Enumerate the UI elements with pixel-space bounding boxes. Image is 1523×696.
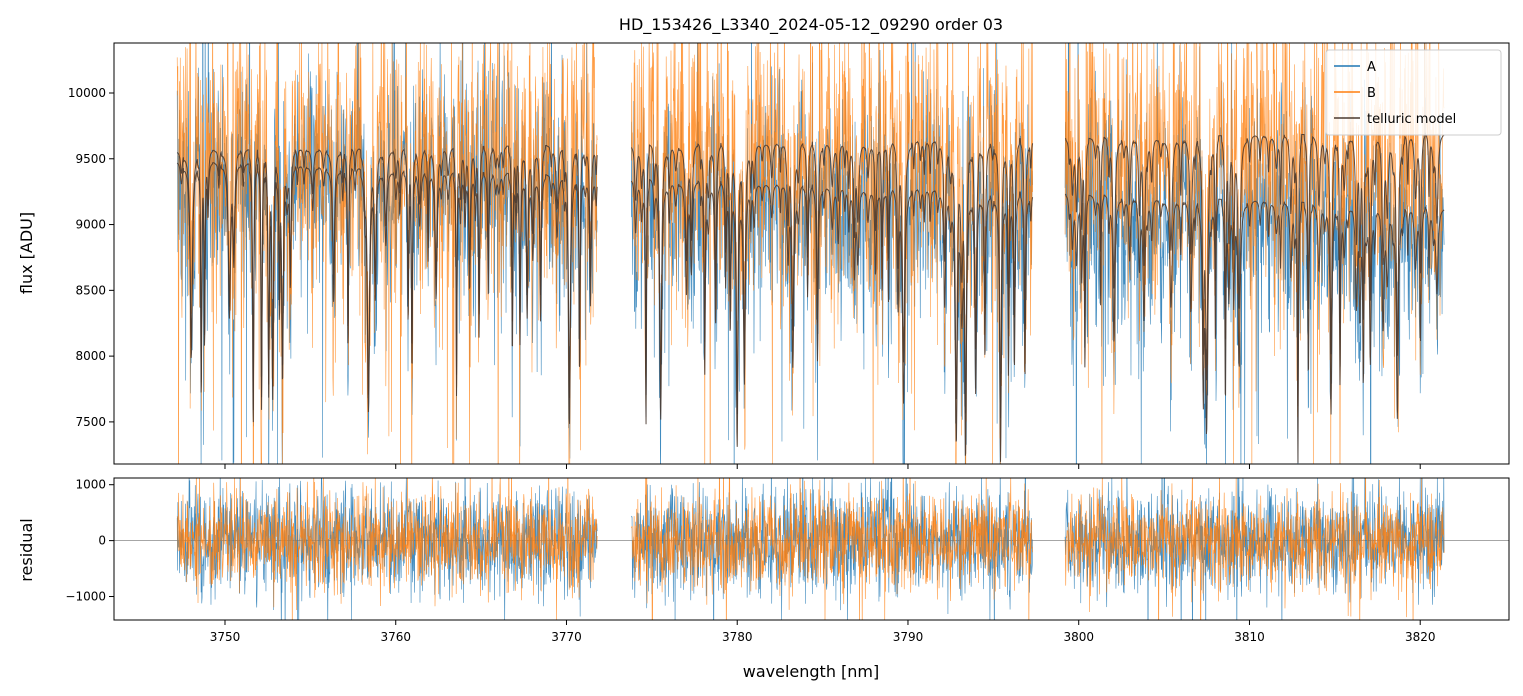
residual-a-line: [1064, 478, 1445, 620]
flux-x-ticks: [224, 464, 1421, 469]
legend-label-a: A: [1367, 60, 1376, 75]
residual-b-line: [631, 478, 1033, 620]
flux-y-tick-label: 8000: [75, 349, 106, 363]
x-tick-label: 3820: [1405, 630, 1436, 644]
telluric-model-b-line: [176, 145, 598, 410]
x-tick-label: 3750: [210, 630, 241, 644]
series-a-line: [176, 43, 598, 464]
x-tick-label: 3790: [893, 630, 924, 644]
flux-panel: 7500 8000 8500 9000 9500 10000 flux [ADU] A B…: [17, 42, 1510, 469]
telluric-model-a-line: [1064, 193, 1445, 463]
x-tick-label: 3800: [1063, 630, 1094, 644]
residual-y-tick-label: −1000: [65, 590, 106, 604]
telluric-model-b-line: [630, 138, 1034, 419]
flux-y-tick-label: 7500: [75, 415, 106, 429]
residual-a-line: [176, 478, 598, 620]
flux-axes-frame: [113, 42, 1510, 465]
telluric-model-b-line: [1064, 132, 1445, 407]
x-tick-label: 3760: [380, 630, 411, 644]
legend: A B telluric model: [1325, 49, 1502, 136]
plot-title: HD_153426_L3340_2024-05-12_09290 order 0…: [619, 15, 1003, 35]
residual-plot-area: [114, 478, 1509, 620]
telluric-model-a-line: [630, 178, 1034, 462]
residual-y-ticks: −1000 0 1000: [65, 478, 114, 604]
flux-y-tick-label: 10000: [68, 86, 106, 100]
legend-box: [1325, 49, 1502, 136]
residual-y-tick-label: 1000: [75, 478, 106, 492]
flux-y-tick-label: 9500: [75, 152, 106, 166]
x-tick-label: 3770: [551, 630, 582, 644]
residual-b-line: [176, 478, 598, 620]
residual-y-axis-label: residual: [17, 518, 36, 581]
flux-y-ticks: 7500 8000 8500 9000 9500 10000: [68, 86, 114, 429]
residual-axes-frame: [113, 477, 1510, 621]
x-tick-label: 3780: [722, 630, 753, 644]
residual-b-line: [1064, 478, 1445, 620]
telluric-model-a-line: [176, 162, 598, 424]
x-axis-label: wavelength [nm]: [743, 662, 880, 681]
residual-y-tick-label: 0: [98, 534, 106, 548]
legend-label-b: B: [1367, 86, 1376, 101]
x-tick-label: 3810: [1234, 630, 1265, 644]
flux-y-tick-label: 9000: [75, 218, 106, 232]
series-b-line: [631, 43, 1033, 464]
flux-y-tick-label: 8500: [75, 283, 106, 297]
flux-y-axis-label: flux [ADU]: [17, 212, 36, 294]
residual-x-ticks: 3750 3760 3770 3780 3790 3800 3810 3820: [210, 620, 1436, 644]
legend-label-telluric: telluric model: [1367, 112, 1456, 127]
